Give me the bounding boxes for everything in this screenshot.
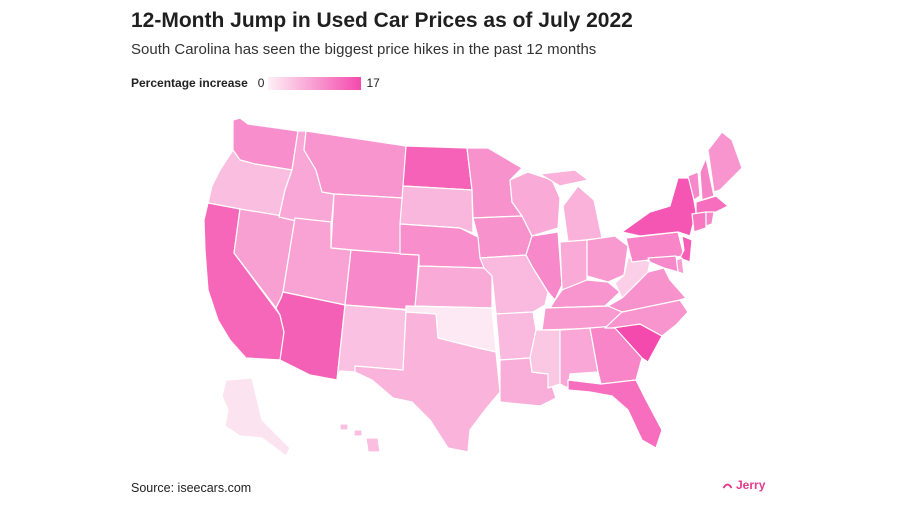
state-NY[interactable]: [621, 177, 697, 237]
state-CT[interactable]: [691, 211, 707, 233]
state-NJ[interactable]: [679, 235, 693, 263]
legend-color-scale: [268, 76, 362, 90]
state-KS[interactable]: [414, 265, 493, 309]
state-HI[interactable]: [339, 423, 381, 453]
legend-label: Percentage increase: [131, 76, 248, 90]
jerry-brand[interactable]: Jerry: [722, 478, 765, 492]
legend: Percentage increase 0 17: [131, 75, 380, 91]
state-ND[interactable]: [402, 145, 473, 191]
state-MA[interactable]: [695, 195, 729, 215]
state-IA[interactable]: [472, 215, 533, 259]
chart-title: 12-Month Jump in Used Car Prices as of J…: [131, 9, 633, 32]
state-AK[interactable]: [221, 377, 291, 457]
state-RI[interactable]: [705, 211, 715, 227]
legend-max-label: 17: [366, 76, 380, 90]
chart-subtitle: South Carolina has seen the biggest pric…: [131, 41, 597, 58]
state-AZ[interactable]: [275, 291, 346, 381]
state-FL[interactable]: [567, 379, 663, 449]
state-WY[interactable]: [330, 193, 404, 255]
state-AR[interactable]: [495, 311, 537, 361]
state-TX[interactable]: [354, 311, 501, 453]
state-MI[interactable]: [539, 169, 603, 243]
state-CO[interactable]: [344, 249, 420, 311]
legend-min-label: 0: [257, 76, 265, 90]
state-MD[interactable]: [647, 255, 679, 273]
state-OH[interactable]: [586, 235, 629, 283]
brand-name: Jerry: [736, 478, 766, 492]
state-ME[interactable]: [707, 131, 743, 193]
state-VT[interactable]: [687, 171, 701, 201]
state-IL[interactable]: [525, 231, 563, 301]
state-WI[interactable]: [509, 171, 561, 237]
jerry-logo-icon: [722, 483, 733, 488]
state-SD[interactable]: [399, 185, 474, 234]
source-note: Source: iseecars.com: [131, 481, 252, 495]
